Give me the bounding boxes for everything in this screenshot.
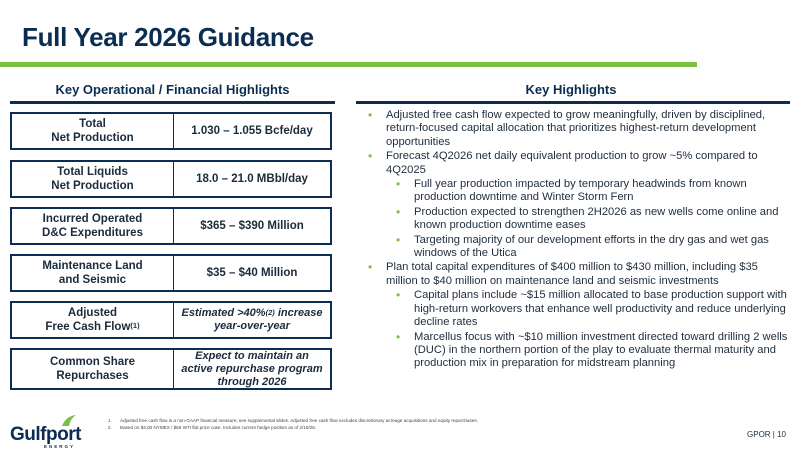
metric-label: Total Liquids Net Production (12, 162, 174, 196)
footnotes: 1. Adjusted free cash flow is a non-GAAP … (108, 417, 668, 431)
key-highlights-list: Adjusted free cash flow expected to grow… (366, 109, 790, 372)
footnote: 1. Adjusted free cash flow is a non-GAAP … (108, 418, 478, 423)
metric-adjusted-fcf: Adjusted Free Cash Flow(1) Estimated >40%… (10, 301, 332, 339)
metric-label: Common Share Repurchases (12, 350, 174, 388)
metric-value: 18.0 – 21.0 MBbl/day (196, 173, 308, 185)
list-item: Production expected to strengthen 2H2026… (366, 206, 790, 233)
metric-value: 1.030 – 1.055 Bcfe/day (191, 125, 313, 137)
list-item: Plan total capital expenditures of $400 … (366, 261, 790, 288)
metric-value: $35 – $40 Million (206, 267, 298, 279)
metric-value: Estimated >40%(2) increase year-over-year (181, 307, 323, 332)
left-section-rule (10, 101, 335, 104)
right-section-heading: Key Highlights (525, 82, 617, 97)
metric-value: $365 – $390 Million (200, 220, 304, 232)
logo-subtitle: ENERGY (44, 444, 76, 449)
title-underline (0, 62, 697, 67)
left-section-heading: Key Operational / Financial Highlights (55, 82, 290, 97)
list-item: Targeting majority of our development ef… (366, 234, 790, 261)
logo-wordmark: Gulfport (10, 424, 81, 445)
page-title: Full Year 2026 Guidance (22, 22, 314, 52)
metric-label: Incurred Operated D&C Expenditures (12, 209, 174, 243)
metric-dc-expenditures: Incurred Operated D&C Expenditures $365 –… (10, 207, 332, 245)
footnote: 2. Based on $4.00 NYMEX / $65 WTI flat pr… (108, 425, 317, 430)
metric-label: Maintenance Land and Seismic (12, 256, 174, 290)
list-item: Forecast 4Q2026 net daily equivalent pro… (366, 150, 790, 177)
list-item: Marcellus focus with ~$10 million invest… (366, 331, 790, 371)
gulfport-logo: Gulfport ENERGY (10, 414, 96, 449)
flame-icon (62, 415, 76, 426)
metric-total-net-production: Total Net Production 1.030 – 1.055 Bcfe/d… (10, 112, 332, 150)
right-section-rule (356, 101, 790, 104)
metric-maintenance-land: Maintenance Land and Seismic $35 – $40 Mi… (10, 254, 332, 292)
metric-label: Total Net Production (12, 114, 174, 148)
list-item: Capital plans include ~$15 million alloc… (366, 289, 790, 329)
list-item: Adjusted free cash flow expected to grow… (366, 109, 790, 149)
page-number: GPOR | 10 (747, 430, 786, 439)
metric-total-liquids: Total Liquids Net Production 18.0 – 21.0 … (10, 160, 332, 198)
metric-share-repurchases: Common Share Repurchases Expect to mainta… (10, 348, 332, 390)
metric-value: Expect to maintain an active repurchase p… (181, 349, 323, 388)
metric-label: Adjusted Free Cash Flow(1) (12, 303, 174, 337)
list-item: Full year production impacted by tempora… (366, 178, 790, 205)
